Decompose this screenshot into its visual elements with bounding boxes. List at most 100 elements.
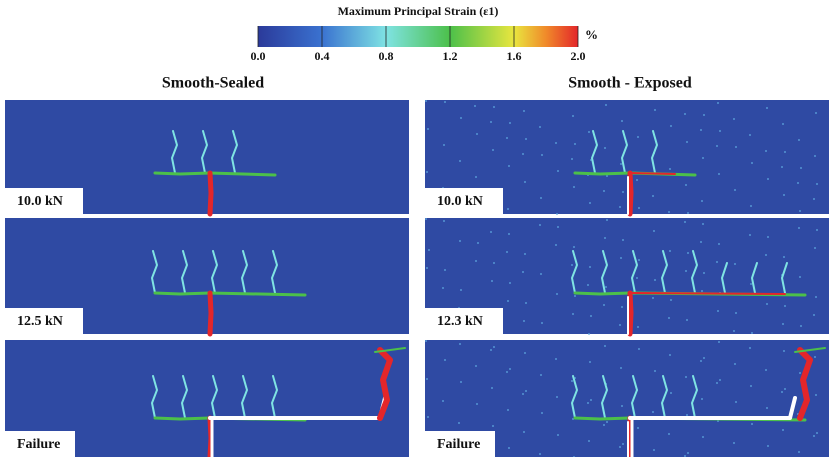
speckle: [718, 243, 720, 245]
crack: [661, 375, 668, 419]
speckle: [784, 388, 786, 390]
speckle: [522, 393, 524, 395]
speckle: [684, 113, 686, 115]
strain-map: Failure: [425, 340, 829, 457]
label-box: [5, 431, 75, 457]
speckle: [508, 233, 510, 235]
speckle: [539, 224, 541, 226]
speckle: [622, 239, 624, 241]
speckle: [571, 264, 573, 266]
speckle: [815, 296, 817, 298]
speckle: [700, 360, 702, 362]
speckle: [621, 405, 623, 407]
speckle: [767, 445, 769, 447]
speckle: [442, 287, 444, 289]
speckle: [800, 325, 802, 327]
speckle: [733, 442, 735, 444]
speckle: [555, 244, 557, 246]
speckle: [798, 227, 800, 229]
speckle: [588, 131, 590, 133]
speckle: [444, 101, 446, 103]
speckle: [428, 249, 430, 251]
speckle: [525, 302, 527, 304]
label-box: [425, 188, 503, 214]
speckle: [427, 416, 429, 418]
speckle: [475, 365, 477, 367]
speckle: [506, 371, 508, 373]
speckle: [523, 431, 525, 433]
crack: [211, 250, 218, 294]
speckle: [766, 303, 768, 305]
speckle: [606, 175, 608, 177]
speckle: [491, 280, 493, 282]
speckle: [621, 306, 623, 308]
speckle: [783, 194, 785, 196]
speckle: [506, 137, 508, 139]
panel-label: 12.3 kN: [437, 314, 483, 329]
speckle: [426, 171, 428, 173]
speckle: [604, 345, 606, 347]
speckle: [686, 141, 688, 143]
speckle: [685, 270, 687, 272]
colorbar-tick-label: 1.2: [443, 49, 458, 63]
colorbar: [258, 26, 578, 47]
speckle: [492, 149, 494, 151]
strain-map: 10.0 kN: [425, 100, 829, 217]
speckle: [492, 425, 494, 427]
colorbar-title: Maximum Principal Strain (ε1): [338, 4, 499, 18]
speckle: [443, 144, 445, 146]
crack: [207, 290, 214, 337]
speckle: [540, 273, 542, 275]
speckle: [701, 200, 703, 202]
speckle: [621, 120, 623, 122]
colorbar-tick-label: 0.8: [379, 49, 394, 63]
speckle: [637, 326, 639, 328]
speckle: [799, 276, 801, 278]
speckle: [590, 159, 592, 161]
speckle: [813, 314, 815, 316]
speckle: [782, 323, 784, 325]
panel-label: 12.5 kN: [17, 314, 63, 329]
speckle: [475, 260, 477, 262]
crack: [794, 347, 826, 353]
speckle: [587, 402, 589, 404]
label-box: [5, 188, 83, 214]
speckle: [750, 385, 752, 387]
speckle: [590, 315, 592, 317]
speckle: [525, 138, 527, 140]
crack: [153, 171, 277, 177]
speckle: [686, 319, 688, 321]
speckle: [783, 350, 785, 352]
speckle: [603, 190, 605, 192]
crack: [661, 250, 668, 294]
crack: [629, 172, 676, 175]
speckle: [751, 332, 753, 334]
speckle: [477, 242, 479, 244]
speckle: [735, 146, 737, 148]
speckle: [425, 100, 427, 102]
crack: [241, 250, 248, 294]
speckle: [636, 179, 638, 181]
crack: [241, 375, 248, 419]
speckle: [620, 257, 622, 259]
speckle: [767, 178, 769, 180]
crack: [374, 347, 406, 353]
column-title: Smooth - Exposed: [568, 75, 692, 92]
speckle: [716, 382, 718, 384]
speckle: [765, 369, 767, 371]
speckle: [687, 452, 689, 454]
speckle: [669, 250, 671, 252]
crack: [629, 292, 786, 295]
speckle: [459, 343, 461, 345]
speckle: [425, 340, 427, 342]
speckle: [606, 219, 608, 221]
speckle: [654, 109, 656, 111]
speckle: [684, 221, 686, 223]
crack: [271, 375, 278, 419]
speckle: [493, 262, 495, 264]
crack: [151, 375, 158, 419]
speckle: [684, 455, 686, 457]
speckle: [605, 286, 607, 288]
speckle: [652, 411, 654, 413]
speckle: [799, 210, 801, 212]
